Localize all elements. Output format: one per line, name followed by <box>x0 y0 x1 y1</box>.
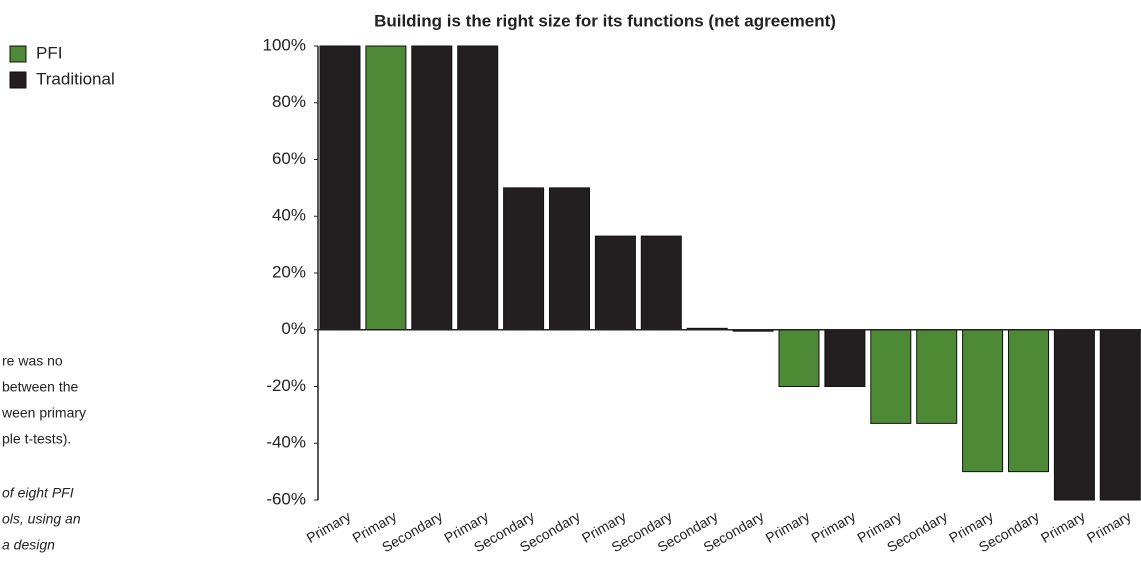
x-tick-label: Primary <box>763 508 813 546</box>
bar <box>1053 329 1095 501</box>
y-tick-label: -40% <box>266 433 306 452</box>
bar <box>1099 329 1141 501</box>
y-tick-label: -60% <box>266 489 306 508</box>
bar <box>549 187 590 331</box>
y-tick-label: 20% <box>272 262 306 281</box>
y-tick-label: 60% <box>272 149 306 168</box>
x-tick-label: Primary <box>1084 508 1134 546</box>
y-tick-label: 40% <box>272 206 306 225</box>
bar <box>962 329 1004 473</box>
note: re was no <box>2 353 63 369</box>
y-tick-label: 100% <box>263 35 306 54</box>
bar <box>640 235 682 331</box>
bar <box>594 235 636 331</box>
bar <box>319 45 361 331</box>
bar <box>916 329 958 424</box>
legend-swatch <box>9 71 27 89</box>
bar <box>870 329 912 424</box>
note: ols, using an <box>2 511 81 527</box>
x-tick-label: Primary <box>304 508 354 546</box>
bar <box>457 45 499 331</box>
bar <box>411 45 453 331</box>
legend-label: Traditional <box>36 69 115 88</box>
y-tick-label: 0% <box>281 319 306 338</box>
bar <box>778 329 820 387</box>
note: a design <box>2 537 55 553</box>
y-tick-label: 80% <box>272 92 306 111</box>
x-tick-label: Primary <box>808 508 858 546</box>
legend-label: PFI <box>36 43 62 62</box>
bar <box>824 329 866 387</box>
note: of eight PFI <box>2 485 74 501</box>
y-tick-label: -20% <box>266 376 306 395</box>
note: between the <box>2 379 78 395</box>
bar <box>1008 329 1049 473</box>
note: ple t-tests). <box>2 431 71 447</box>
x-tick-label: Primary <box>1038 508 1088 546</box>
bar <box>503 187 545 331</box>
legend-swatch <box>9 45 27 63</box>
bar <box>365 45 407 331</box>
note: ween primary <box>1 405 86 421</box>
chart-title: Building is the right size for its funct… <box>374 11 836 30</box>
